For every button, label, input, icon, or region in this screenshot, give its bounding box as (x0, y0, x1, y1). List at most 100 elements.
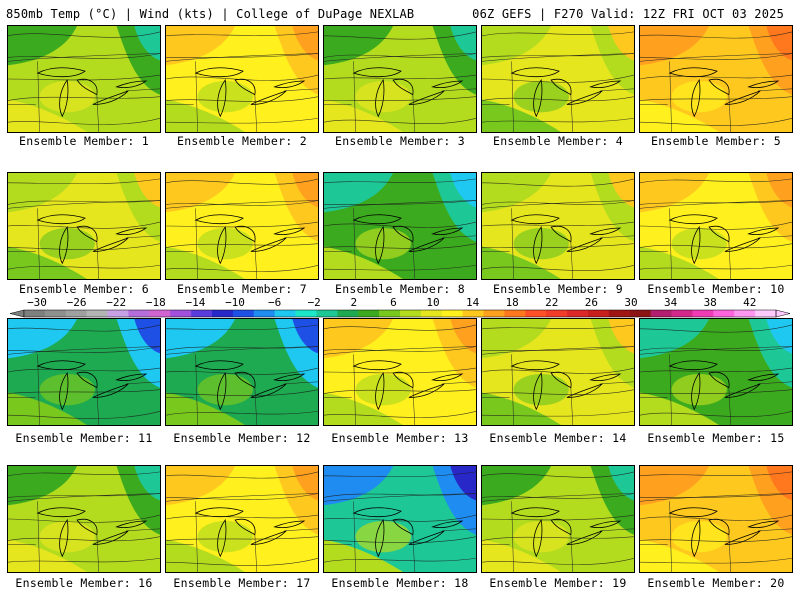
colorbar-swatch (44, 310, 67, 317)
map-graphic (640, 466, 792, 572)
map-panel (7, 25, 161, 133)
colorbar-tick-label: 10 (426, 296, 439, 309)
map-panel (7, 465, 161, 573)
colorbar-swatch (588, 310, 610, 317)
colorbar-tick-label: −18 (146, 296, 166, 309)
colorbar-swatch (86, 310, 108, 317)
wind-streamlines (640, 324, 792, 417)
colorbar-swatch (337, 310, 359, 317)
panel-label: Ensemble Member: 3 (334, 134, 466, 148)
colorbar-swatch (316, 310, 338, 317)
colorbar-right-arrow (775, 309, 790, 318)
state-borders (640, 200, 792, 279)
wind-streamlines (166, 324, 318, 416)
wind-streamlines (8, 178, 160, 270)
map-graphic (8, 466, 160, 572)
panel-label: Ensemble Member: 5 (650, 134, 782, 148)
colorbar-swatch (441, 310, 463, 317)
map-panel (481, 25, 635, 133)
wind-streamlines (166, 31, 318, 124)
wind-streamlines (8, 471, 160, 563)
wind-streamlines (640, 178, 792, 270)
map-graphic (640, 26, 792, 132)
map-graphic (8, 26, 160, 132)
map-panel (165, 172, 319, 280)
map-graphic (166, 26, 318, 132)
state-borders (8, 53, 160, 132)
wind-streamlines (8, 31, 160, 125)
panel-label: Ensemble Member: 9 (492, 282, 624, 296)
great-lakes-outline (352, 507, 464, 558)
wind-streamlines (640, 31, 792, 126)
map-graphic (166, 466, 318, 572)
colorbar-tick-label: −30 (27, 296, 47, 309)
colorbar-tick-label: 18 (506, 296, 519, 309)
colorbar-swatch (483, 310, 505, 317)
state-borders (8, 493, 160, 572)
map-graphic (482, 173, 634, 279)
wind-streamlines (324, 471, 476, 563)
map-panel (323, 25, 477, 133)
wind-streamlines (482, 324, 634, 417)
panel-label: Ensemble Member: 7 (176, 282, 308, 296)
colorbar-swatch (629, 310, 651, 317)
colorbar-left-arrow (10, 309, 25, 318)
map-panel (481, 465, 635, 573)
panel-label: Ensemble Member: 4 (492, 134, 624, 148)
colorbar-swatch (149, 310, 171, 317)
colorbar-swatch (65, 310, 87, 317)
state-borders (482, 493, 634, 572)
map-panel (639, 465, 793, 573)
map-panel (323, 172, 477, 280)
state-borders (166, 346, 318, 425)
panel-label: Ensemble Member: 20 (647, 576, 785, 590)
colorbar-tick-label: 42 (743, 296, 756, 309)
colorbar-swatch (274, 310, 296, 317)
state-borders (166, 493, 318, 572)
panel-label: Ensemble Member: 10 (647, 282, 785, 296)
map-panel (7, 172, 161, 280)
map-graphic (324, 466, 476, 572)
panel-label: Ensemble Member: 1 (18, 134, 150, 148)
colorbar-tick-label: −10 (225, 296, 245, 309)
map-graphic (166, 319, 318, 425)
panel-label: Ensemble Member: 8 (334, 282, 466, 296)
colorbar-tick-label: 2 (350, 296, 357, 309)
colorbar-tick-label: 6 (390, 296, 397, 309)
colorbar-tick-label: −22 (106, 296, 126, 309)
panel-label: Ensemble Member: 16 (15, 576, 153, 590)
colorbar-tick-label: −14 (185, 296, 205, 309)
panel-label: Ensemble Member: 2 (176, 134, 308, 148)
colorbar-swatch (253, 310, 275, 317)
map-panel (639, 172, 793, 280)
map-graphic (8, 319, 160, 425)
map-panel (165, 25, 319, 133)
colorbar-swatch (504, 310, 526, 317)
colorbar-swatch (567, 310, 589, 317)
colorbar-swatch (650, 310, 672, 317)
wind-streamlines (166, 471, 318, 566)
panel-label: Ensemble Member: 19 (489, 576, 627, 590)
colorbar-swatch (608, 310, 631, 317)
colorbar-swatch (713, 310, 735, 317)
panel-label: Ensemble Member: 6 (18, 282, 150, 296)
map-panel (639, 25, 793, 133)
state-borders (640, 53, 792, 132)
wind-streamlines (324, 178, 476, 271)
map-panel (639, 318, 793, 426)
panel-label: Ensemble Member: 13 (331, 431, 469, 445)
panel-label: Ensemble Member: 18 (331, 576, 469, 590)
colorbar-swatch (191, 310, 213, 317)
state-borders (482, 53, 634, 132)
state-borders (166, 200, 318, 279)
wind-streamlines (482, 471, 634, 565)
wind-streamlines (324, 31, 476, 124)
map-graphic (640, 319, 792, 425)
colorbar-swatch (734, 310, 756, 317)
wind-streamlines (482, 31, 634, 123)
map-graphic (482, 319, 634, 425)
colorbar-tick-label: 38 (704, 296, 717, 309)
map-panel (165, 465, 319, 573)
colorbar-swatch (525, 310, 547, 317)
wind-streamlines (166, 178, 318, 272)
